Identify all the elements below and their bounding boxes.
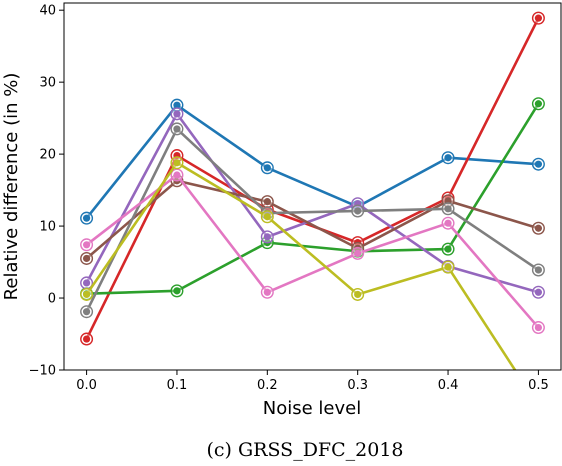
data-point [260, 195, 274, 209]
data-point [533, 400, 545, 412]
y-axis: −10 0 10 20 30 40 [29, 4, 64, 379]
y-tick-label: 20 [39, 148, 56, 163]
data-point [441, 202, 455, 216]
data-point [80, 305, 94, 319]
data-point [531, 11, 545, 25]
series-2 [80, 11, 545, 346]
data-point [260, 230, 274, 244]
data-point [531, 97, 545, 111]
series-8 [80, 156, 545, 412]
y-tick-label: −10 [29, 364, 56, 379]
y-axis-label: Relative difference (in %) [1, 73, 22, 301]
plot-frame [63, 2, 562, 371]
x-tick-label: 0.1 [167, 378, 188, 393]
y-tick-label: 40 [39, 4, 56, 19]
data-point [441, 216, 455, 230]
y-tick-label: 0 [48, 292, 56, 307]
data-point [531, 157, 545, 171]
x-tick-label: 0.2 [257, 378, 278, 393]
series-1 [80, 98, 545, 225]
x-tick-label: 0.0 [76, 378, 97, 393]
data-point [80, 332, 94, 346]
x-axis-label: Noise level [263, 398, 361, 419]
data-point [170, 156, 184, 170]
x-tick-label: 0.3 [347, 378, 368, 393]
series-line [85, 161, 517, 370]
series-layer [80, 11, 545, 412]
data-point [170, 107, 184, 121]
data-point [531, 285, 545, 299]
series-3 [80, 97, 545, 301]
x-tick-label: 0.5 [528, 378, 549, 393]
series-line [85, 179, 539, 260]
series-line [85, 103, 539, 219]
series-line [85, 127, 540, 313]
data-point [260, 285, 274, 299]
data-point [170, 284, 184, 298]
series-line [86, 103, 540, 296]
data-point [80, 211, 94, 225]
x-axis: 0.0 0.1 0.2 0.3 0.4 0.5 [76, 370, 549, 393]
data-point [80, 238, 94, 252]
data-point [80, 276, 94, 290]
data-point [441, 242, 455, 256]
data-point [441, 260, 455, 274]
data-point [80, 251, 94, 265]
data-point [531, 263, 545, 277]
data-point [351, 246, 365, 260]
data-point [170, 122, 184, 136]
x-tick-label: 0.4 [438, 378, 459, 393]
series-line [85, 112, 539, 294]
data-point [260, 161, 274, 175]
data-point [531, 321, 545, 335]
data-point [351, 287, 365, 301]
y-tick-label: 30 [39, 76, 56, 91]
figure-caption: (c) GRSS_DFC_2018 [207, 439, 404, 461]
data-point [80, 287, 94, 301]
data-point [260, 210, 274, 224]
y-tick-label: 10 [39, 220, 56, 235]
data-point [441, 151, 455, 165]
data-point [531, 221, 545, 235]
data-point [351, 204, 365, 218]
